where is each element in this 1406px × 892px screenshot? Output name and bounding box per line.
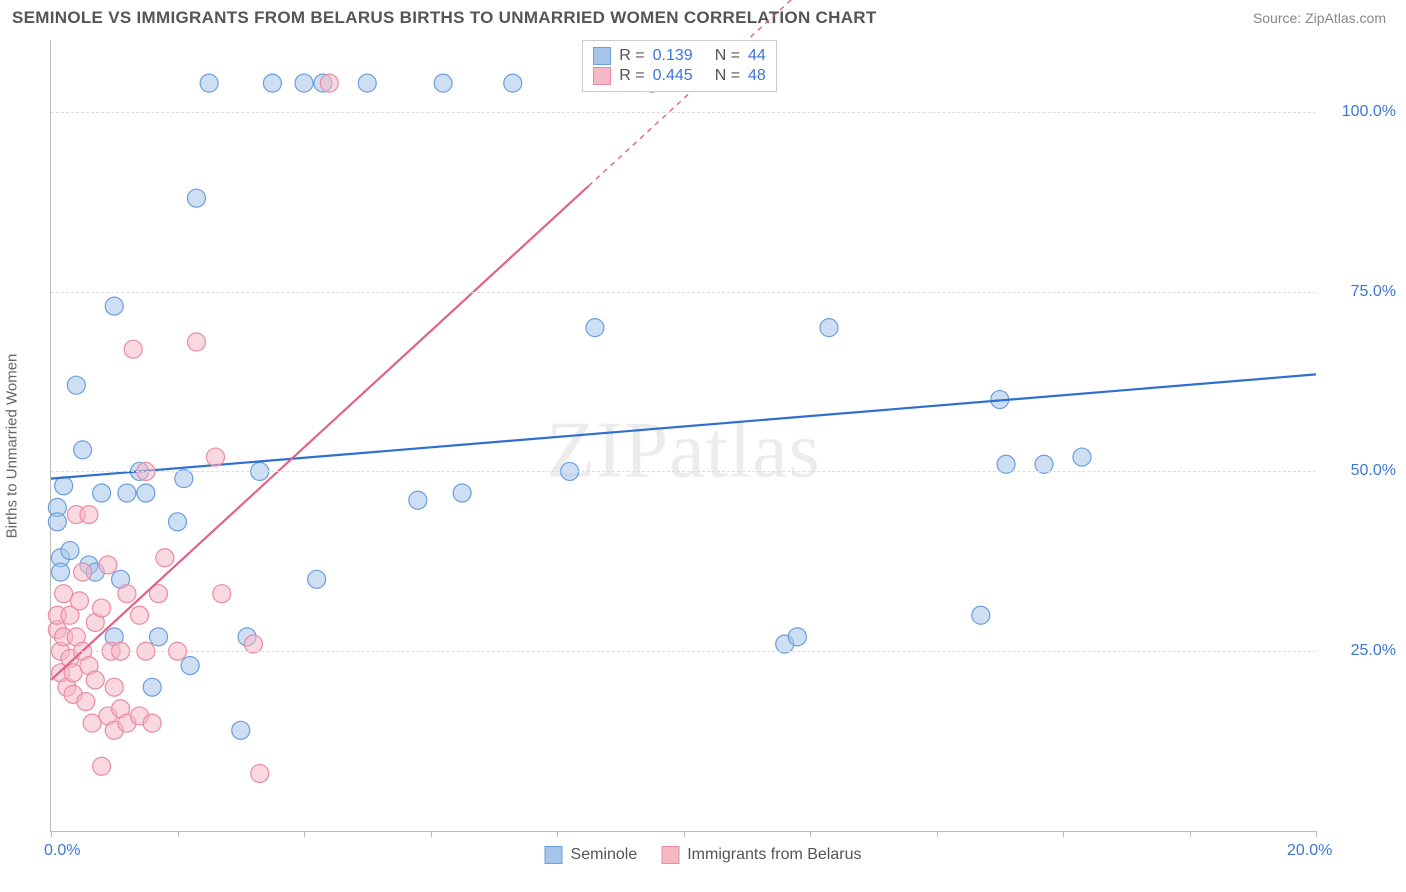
chart-header: SEMINOLE VS IMMIGRANTS FROM BELARUS BIRT… [0, 0, 1406, 32]
data-point [187, 333, 205, 351]
data-point [181, 657, 199, 675]
trend-line [51, 186, 589, 680]
data-point [200, 74, 218, 92]
stat-n-label: N = [715, 67, 740, 85]
legend-swatch [545, 846, 563, 864]
scatter-svg [51, 40, 1316, 831]
data-point [93, 484, 111, 502]
x-tick [1063, 831, 1064, 837]
x-tick [1190, 831, 1191, 837]
x-tick [51, 831, 52, 837]
data-point [86, 671, 104, 689]
x-tick [557, 831, 558, 837]
x-tick [1316, 831, 1317, 837]
data-point [77, 693, 95, 711]
data-point [74, 441, 92, 459]
data-point [70, 592, 88, 610]
gridline-h [51, 292, 1316, 293]
data-point [67, 376, 85, 394]
data-point [61, 542, 79, 560]
y-axis-label: Births to Unmarried Women [4, 354, 21, 539]
data-point [99, 556, 117, 574]
x-tick [937, 831, 938, 837]
data-point [308, 570, 326, 588]
x-tick-label: 20.0% [1287, 842, 1332, 860]
legend-bottom: Seminole Immigrants from Belarus [545, 846, 862, 864]
data-point [80, 506, 98, 524]
x-tick [178, 831, 179, 837]
y-tick-label: 25.0% [1351, 642, 1396, 660]
data-point [820, 319, 838, 337]
data-point [213, 585, 231, 603]
data-point [124, 340, 142, 358]
data-point [358, 74, 376, 92]
y-tick-label: 50.0% [1351, 462, 1396, 480]
x-tick-label: 0.0% [44, 842, 80, 860]
data-point [118, 585, 136, 603]
data-point [48, 513, 66, 531]
legend-stats-box: R = 0.139 N = 44 R = 0.445 N = 48 [582, 40, 777, 92]
data-point [105, 297, 123, 315]
stat-r-label: R = [619, 67, 644, 85]
data-point [504, 74, 522, 92]
data-point [156, 549, 174, 567]
data-point [150, 628, 168, 646]
legend-swatch [593, 67, 611, 85]
data-point [93, 599, 111, 617]
stat-r-value: 0.445 [653, 67, 693, 85]
legend-item: Immigrants from Belarus [661, 846, 861, 864]
legend-label: Immigrants from Belarus [687, 846, 861, 864]
data-point [295, 74, 313, 92]
stat-n-value: 44 [748, 47, 766, 65]
data-point [118, 484, 136, 502]
legend-stat-row: R = 0.139 N = 44 [593, 47, 766, 65]
data-point [1073, 448, 1091, 466]
data-point [972, 606, 990, 624]
y-tick-label: 100.0% [1342, 103, 1396, 121]
x-tick [431, 831, 432, 837]
data-point [55, 477, 73, 495]
legend-swatch [593, 47, 611, 65]
data-point [320, 74, 338, 92]
legend-item: Seminole [545, 846, 638, 864]
data-point [105, 678, 123, 696]
chart-source: Source: ZipAtlas.com [1253, 10, 1386, 26]
chart-plot-area: ZIPatlas R =0.139N =44R =0.445N =48 [50, 40, 1316, 832]
data-point [206, 448, 224, 466]
data-point [409, 491, 427, 509]
data-point [187, 189, 205, 207]
gridline-h [51, 112, 1316, 113]
x-tick [810, 831, 811, 837]
data-point [51, 563, 69, 581]
data-point [137, 484, 155, 502]
stat-r-label: R = [619, 47, 644, 65]
data-point [143, 714, 161, 732]
data-point [586, 319, 604, 337]
data-point [232, 721, 250, 739]
x-tick [304, 831, 305, 837]
data-point [169, 513, 187, 531]
data-point [263, 74, 281, 92]
data-point [788, 628, 806, 646]
data-point [74, 563, 92, 581]
legend-swatch [661, 846, 679, 864]
stat-n-value: 48 [748, 67, 766, 85]
trend-line [51, 374, 1316, 478]
x-tick [684, 831, 685, 837]
data-point [131, 606, 149, 624]
gridline-h [51, 471, 1316, 472]
data-point [251, 764, 269, 782]
data-point [453, 484, 471, 502]
data-point [143, 678, 161, 696]
data-point [93, 757, 111, 775]
stat-n-label: N = [715, 47, 740, 65]
y-tick-label: 75.0% [1351, 283, 1396, 301]
stat-r-value: 0.139 [653, 47, 693, 65]
legend-label: Seminole [571, 846, 638, 864]
legend-stat-row: R = 0.445 N = 48 [593, 67, 766, 85]
data-point [434, 74, 452, 92]
chart-title: SEMINOLE VS IMMIGRANTS FROM BELARUS BIRT… [12, 8, 877, 28]
gridline-h [51, 651, 1316, 652]
